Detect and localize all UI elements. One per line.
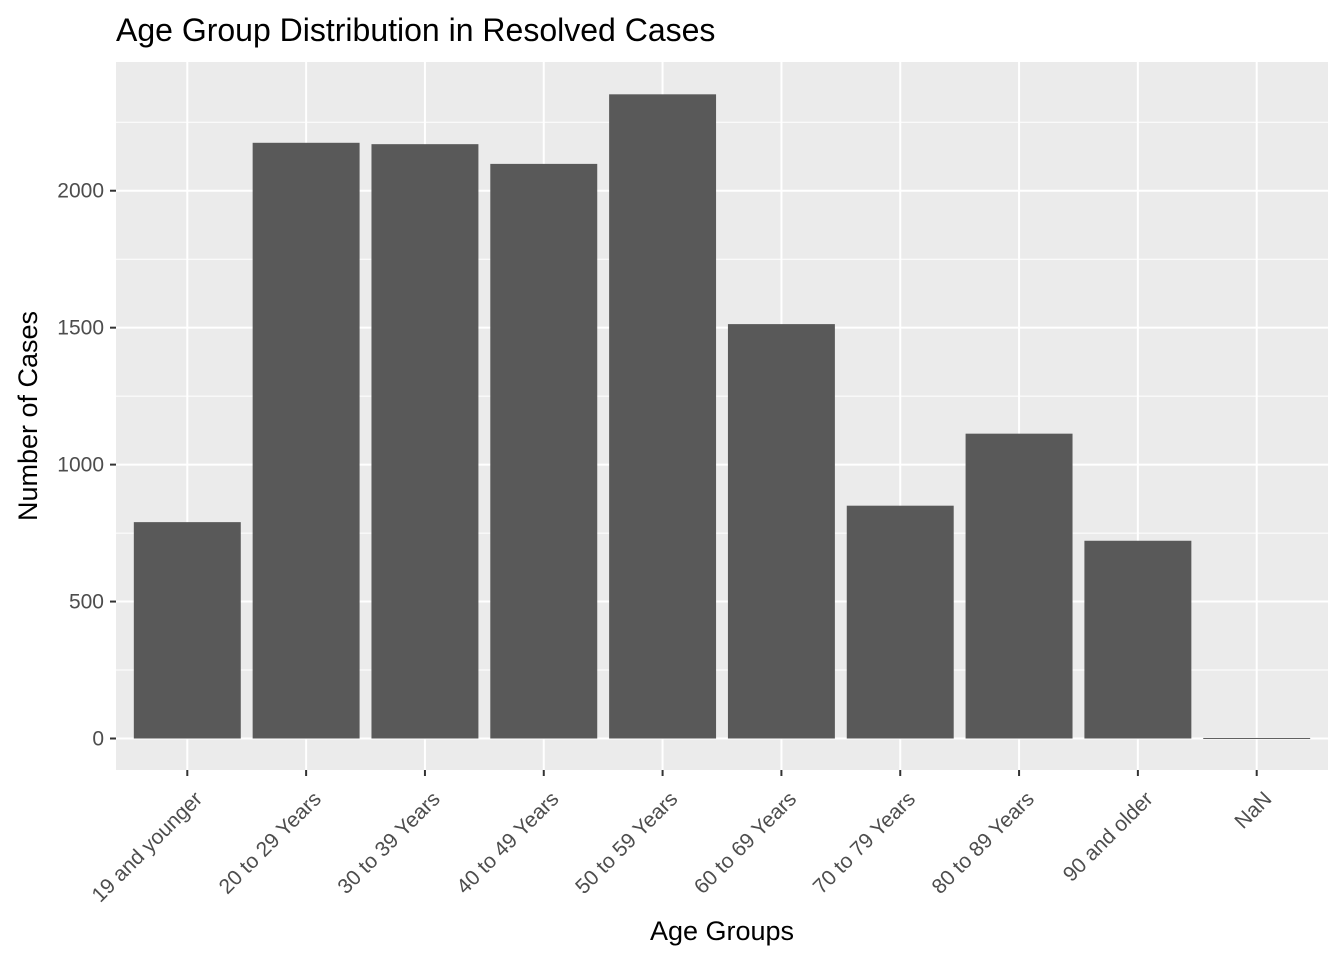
bar xyxy=(846,505,954,739)
bar xyxy=(490,163,598,739)
bar xyxy=(252,142,360,739)
chart-title: Age Group Distribution in Resolved Cases xyxy=(116,12,715,48)
bar xyxy=(133,522,241,739)
x-tick-label: 20 to 29 Years xyxy=(215,787,326,898)
bars xyxy=(133,94,1311,739)
bar xyxy=(609,94,717,739)
x-tick-label: NaN xyxy=(1230,787,1276,833)
y-tick-label: 2000 xyxy=(57,180,104,203)
x-tick-label: 90 and older xyxy=(1059,787,1158,886)
bar xyxy=(1084,540,1192,739)
x-tick-label: 60 to 69 Years xyxy=(690,787,801,898)
bar xyxy=(371,144,479,739)
y-tick-label: 1500 xyxy=(57,317,104,340)
y-tick-label: 0 xyxy=(92,728,104,751)
bar xyxy=(727,324,835,739)
y-tick-label: 500 xyxy=(69,591,104,614)
bar xyxy=(965,433,1073,739)
x-tick-label: 40 to 49 Years xyxy=(452,787,563,898)
x-tick-label: 50 to 59 Years xyxy=(571,787,682,898)
x-axis-ticks: 19 and younger 20 to 29 Years 30 to 39 Yea… xyxy=(88,770,1276,907)
x-tick-label: 19 and younger xyxy=(88,787,207,906)
bar xyxy=(1203,737,1311,739)
y-axis-title: Number of Cases xyxy=(13,311,43,521)
y-axis-ticks: 0 500 1000 1500 2000 xyxy=(57,180,116,751)
x-tick-label: 30 to 39 Years xyxy=(333,787,444,898)
x-tick-label: 80 to 89 Years xyxy=(928,787,1039,898)
x-tick-label: 70 to 79 Years xyxy=(809,787,920,898)
y-tick-label: 1000 xyxy=(57,454,104,477)
x-axis-title: Age Groups xyxy=(650,916,794,946)
